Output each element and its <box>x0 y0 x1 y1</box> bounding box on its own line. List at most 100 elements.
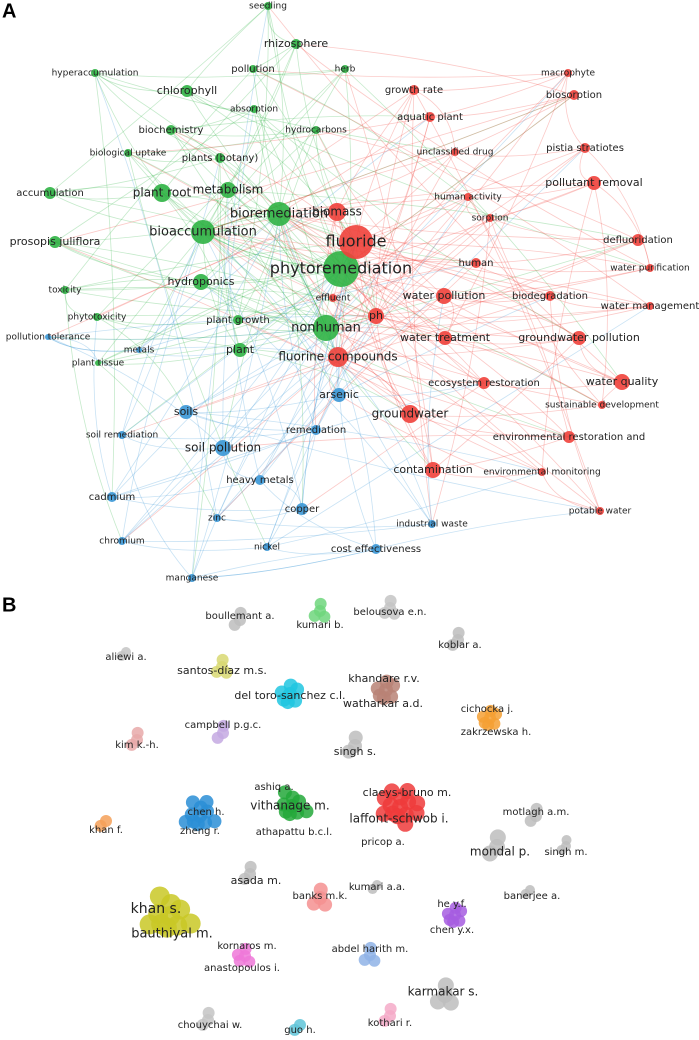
node <box>215 440 231 456</box>
edge <box>325 295 445 329</box>
edge <box>340 268 551 297</box>
edge <box>259 479 377 550</box>
edge <box>429 72 569 118</box>
node <box>339 225 373 259</box>
node-label: accumulation <box>16 188 84 199</box>
node <box>371 544 381 554</box>
panel-label: B <box>2 594 16 616</box>
node-label: sorption <box>472 214 509 224</box>
edge <box>432 337 580 471</box>
edge <box>549 295 651 309</box>
node <box>263 543 271 551</box>
node <box>282 807 297 822</box>
edge <box>337 356 543 473</box>
edge <box>138 346 339 358</box>
edge <box>185 394 340 413</box>
node <box>556 845 567 856</box>
node-label: banerjee a. <box>504 891 561 902</box>
edge <box>338 295 551 396</box>
edge <box>325 217 491 329</box>
edge <box>443 295 580 339</box>
node-label: herb <box>335 65 356 75</box>
node <box>280 695 295 710</box>
node-label: hydrocarbons <box>285 126 347 136</box>
node-label: remediation <box>286 425 346 436</box>
edge <box>336 89 415 213</box>
node <box>190 817 205 832</box>
node <box>292 794 307 809</box>
node <box>399 783 416 800</box>
edge <box>127 152 221 163</box>
node-label: growth rate <box>385 85 443 96</box>
node <box>136 347 142 353</box>
edge <box>200 281 433 525</box>
edge <box>375 267 651 317</box>
node-label: biological uptake <box>90 149 167 159</box>
node-label: metals <box>124 346 155 356</box>
edge <box>127 152 268 548</box>
edge <box>266 305 651 548</box>
node <box>328 347 348 367</box>
node <box>149 886 170 907</box>
node-label: groundwater pollution <box>518 331 640 344</box>
edge <box>295 43 651 269</box>
edge <box>432 469 543 478</box>
edge <box>253 108 580 339</box>
edge <box>216 508 303 521</box>
edge <box>54 213 280 243</box>
edge <box>97 297 334 364</box>
node-label: koblar a. <box>438 640 481 651</box>
node <box>428 520 436 528</box>
node <box>580 143 590 153</box>
node-label: banks m.k. <box>293 891 348 902</box>
edge <box>375 315 603 406</box>
edge <box>429 94 575 118</box>
node <box>290 682 305 697</box>
edge <box>202 231 411 415</box>
edge <box>355 241 651 269</box>
edge <box>191 548 377 579</box>
node-label: chen h. <box>187 807 224 818</box>
edge <box>191 548 377 579</box>
node-label: nickel <box>254 543 280 553</box>
node <box>482 718 495 731</box>
edge <box>121 523 433 542</box>
edge <box>202 43 297 233</box>
node <box>367 884 378 895</box>
edge <box>375 315 580 339</box>
node <box>436 288 452 304</box>
node <box>180 913 201 934</box>
node <box>188 574 196 582</box>
node <box>486 214 494 222</box>
node-label: chromium <box>99 537 144 547</box>
edge <box>202 231 623 383</box>
edge <box>337 356 377 550</box>
edge <box>170 129 317 137</box>
edge <box>121 231 204 436</box>
node <box>107 492 117 502</box>
node-label: bauthiyal m. <box>131 927 213 942</box>
edge <box>64 289 123 542</box>
node <box>401 405 419 423</box>
node <box>156 917 177 938</box>
node-label: biodegradation <box>512 291 588 302</box>
node-label: water quality <box>586 375 659 388</box>
network-a: seedling rhizosphere pollution herb hyperacc… <box>6 2 699 584</box>
edge <box>216 315 377 519</box>
node <box>375 805 392 822</box>
edge <box>355 147 586 243</box>
node <box>131 726 144 739</box>
node-label: phytoremediation <box>270 259 412 278</box>
node-label: chlorophyll <box>157 84 217 97</box>
edge <box>338 382 485 397</box>
node <box>116 651 127 662</box>
node <box>91 69 99 77</box>
edge <box>202 231 446 339</box>
edge <box>355 241 434 471</box>
node-label: khandare r.v. <box>348 672 419 685</box>
edge <box>239 349 411 415</box>
node <box>178 814 193 829</box>
edge <box>202 94 575 233</box>
edge <box>475 262 651 273</box>
node <box>213 514 221 522</box>
